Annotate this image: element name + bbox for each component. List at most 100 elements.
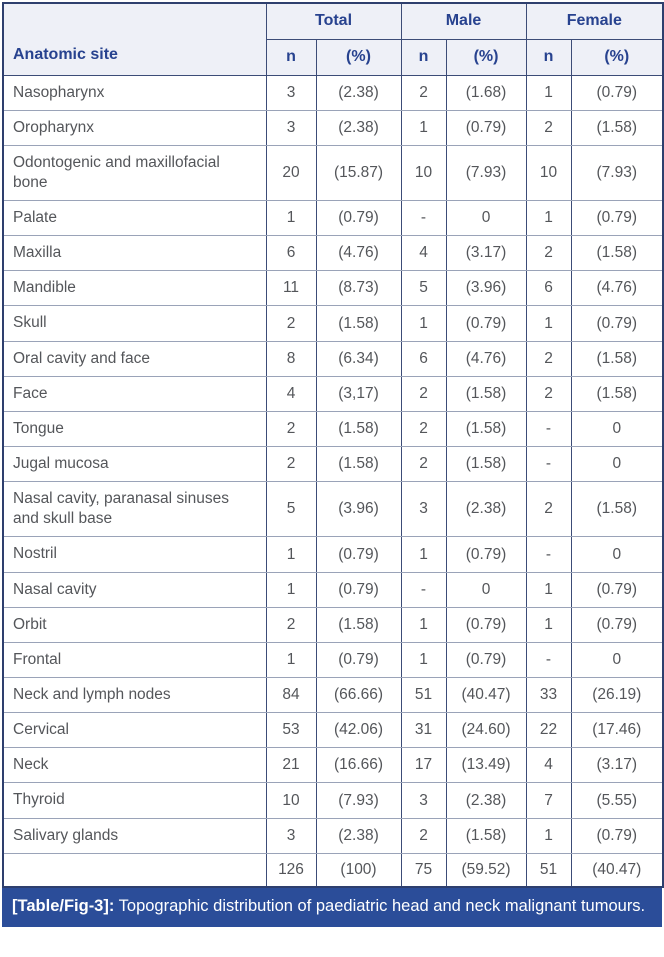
value-cell: 5 — [265, 481, 317, 538]
value-cell: (4.76) — [315, 235, 402, 272]
value-cell: 2 — [400, 375, 447, 412]
total-pct-header: (%) — [315, 38, 402, 76]
value-cell: 0 — [570, 536, 664, 573]
value-cell: (1.58) — [315, 606, 402, 643]
value-cell: 53 — [265, 712, 317, 749]
table-row: Orbit 2 (1.58) 1 (0.79) 1 (0.79) — [2, 606, 664, 643]
value-cell: (5.55) — [570, 782, 664, 819]
value-cell: (0.79) — [445, 641, 527, 679]
value-cell: 3 — [265, 817, 317, 854]
anatomic-site-cell: Frontal — [2, 641, 267, 679]
anatomic-site-cell: Jugal mucosa — [2, 446, 267, 483]
table-row: Face 4 (3,17) 2 (1.58) 2 (1.58) — [2, 375, 664, 412]
table-row: Oropharynx 3 (2.38) 1 (0.79) 2 (1.58) — [2, 109, 664, 146]
value-cell: (1.58) — [445, 817, 527, 854]
value-cell: (2.38) — [315, 74, 402, 111]
value-cell: (15.87) — [315, 144, 402, 202]
anatomic-site-cell — [2, 852, 267, 888]
caption-label: [Table/Fig-3]: — [12, 896, 115, 915]
value-cell: 3 — [265, 74, 317, 111]
anatomic-site-cell: Thyroid — [2, 782, 267, 819]
value-cell: (1.58) — [445, 375, 527, 412]
value-cell: (4.76) — [445, 340, 527, 377]
value-cell: (0.79) — [570, 817, 664, 854]
value-cell: 1 — [525, 305, 572, 342]
value-cell: 6 — [265, 235, 317, 272]
table-row: Salivary glands 3 (2.38) 2 (1.58) 1 (0.79) — [2, 817, 664, 854]
value-cell: (1.58) — [445, 446, 527, 483]
table-row: Tongue 2 (1.58) 2 (1.58) -0 — [2, 410, 664, 448]
value-cell: 2 — [400, 817, 447, 854]
table-row: Maxilla 6 (4.76) 4 (3.17) 2 (1.58) — [2, 235, 664, 272]
value-cell: 1 — [400, 305, 447, 342]
value-cell: 2 — [400, 74, 447, 111]
value-cell: 1 — [265, 571, 317, 608]
anatomic-site-header: Anatomic site — [2, 2, 267, 76]
value-cell: (40.47) — [445, 677, 527, 714]
value-cell: 2 — [525, 481, 572, 538]
value-cell: 75 — [400, 852, 447, 888]
table-row: Nostril 1 (0.79) 1 (0.79) -0 — [2, 536, 664, 573]
value-cell: 51 — [525, 852, 572, 888]
value-cell: 1 — [265, 536, 317, 573]
value-cell: (7.93) — [570, 144, 664, 202]
caption-text: Topographic distribution of paediatric h… — [118, 896, 646, 915]
value-cell: 1 — [400, 109, 447, 146]
table-row: Thyroid 10 (7.93) 3 (2.38) 7 (5.55) — [2, 782, 664, 819]
value-cell: (1.58) — [570, 481, 664, 538]
female-pct-header: (%) — [570, 38, 664, 76]
anatomic-site-cell: Neck — [2, 747, 267, 784]
value-cell: 2 — [400, 446, 447, 483]
value-cell: 10 — [525, 144, 572, 202]
value-cell: (0.79) — [445, 305, 527, 342]
value-cell: 3 — [265, 109, 317, 146]
value-cell: 4 — [525, 747, 572, 784]
table-figure: Anatomic site Total Male Female n (%) n … — [2, 2, 664, 927]
value-cell: (1.58) — [570, 340, 664, 377]
value-cell: (66.66) — [315, 677, 402, 714]
table-row: Mandible 11 (8.73) 5 (3.96) 6 (4.76) — [2, 270, 664, 307]
table-row: Nasopharynx 3 (2.38) 2 (1.68) 1 (0.79) — [2, 74, 664, 111]
value-cell: (6.34) — [315, 340, 402, 377]
value-cell: (2.38) — [445, 782, 527, 819]
value-cell: 0 — [570, 446, 664, 483]
value-cell: (0.79) — [315, 641, 402, 679]
value-cell: 17 — [400, 747, 447, 784]
value-cell: 51 — [400, 677, 447, 714]
anatomic-site-cell: Orbit — [2, 606, 267, 643]
value-cell: (24.60) — [445, 712, 527, 749]
table-row: Oral cavity and face 8 (6.34) 6 (4.76) 2 (1.58… — [2, 340, 664, 377]
value-cell: (1.58) — [570, 235, 664, 272]
anatomic-site-cell: Skull — [2, 305, 267, 342]
value-cell: 2 — [265, 305, 317, 342]
value-cell: (42.06) — [315, 712, 402, 749]
total-n-header: n — [265, 38, 317, 76]
value-cell: (3.17) — [445, 235, 527, 272]
value-cell: 2 — [525, 375, 572, 412]
male-n-header: n — [400, 38, 447, 76]
table-row: Cervical 53 (42.06) 31 (24.60) 22 (17.46) — [2, 712, 664, 749]
value-cell: (7.93) — [315, 782, 402, 819]
value-cell: (2.38) — [445, 481, 527, 538]
value-cell: - — [400, 200, 447, 237]
value-cell: 4 — [265, 375, 317, 412]
value-cell: 1 — [400, 641, 447, 679]
value-cell: 1 — [525, 817, 572, 854]
value-cell: 8 — [265, 340, 317, 377]
value-cell: (0.79) — [570, 606, 664, 643]
value-cell: (1.58) — [315, 305, 402, 342]
value-cell: (3,17) — [315, 375, 402, 412]
value-cell: 0 — [445, 571, 527, 608]
value-cell: (1.68) — [445, 74, 527, 111]
value-cell: (0.79) — [570, 571, 664, 608]
value-cell: 0 — [570, 641, 664, 679]
value-cell: (1.58) — [315, 410, 402, 448]
value-cell: (4.76) — [570, 270, 664, 307]
male-pct-header: (%) — [445, 38, 527, 76]
anatomic-site-cell: Maxilla — [2, 235, 267, 272]
value-cell: (3.17) — [570, 747, 664, 784]
value-cell: (1.58) — [315, 446, 402, 483]
table-header: Anatomic site Total Male Female n (%) n … — [2, 2, 664, 76]
anatomic-site-cell: Mandible — [2, 270, 267, 307]
value-cell: 84 — [265, 677, 317, 714]
